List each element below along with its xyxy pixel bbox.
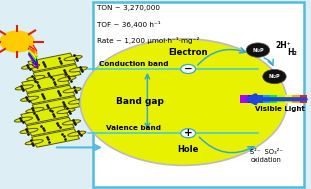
Ellipse shape	[14, 117, 33, 122]
Ellipse shape	[63, 120, 81, 125]
Text: Conduction band: Conduction band	[99, 61, 169, 67]
Bar	[262, 95, 270, 103]
Bar	[240, 95, 248, 103]
Ellipse shape	[21, 64, 39, 69]
Bar	[255, 95, 263, 103]
Bar	[292, 95, 300, 103]
Text: oxidation: oxidation	[251, 157, 282, 163]
Polygon shape	[22, 74, 70, 92]
Polygon shape	[21, 106, 69, 125]
Text: Valence band: Valence band	[106, 125, 161, 131]
Text: Hole: Hole	[178, 145, 199, 154]
Text: Ni₂P: Ni₂P	[252, 48, 264, 53]
Ellipse shape	[25, 140, 43, 145]
Polygon shape	[26, 117, 74, 136]
Polygon shape	[28, 53, 76, 72]
Text: −: −	[184, 64, 193, 74]
Circle shape	[181, 64, 196, 74]
Ellipse shape	[68, 99, 86, 104]
Bar	[248, 95, 255, 103]
Circle shape	[80, 39, 287, 165]
Circle shape	[246, 43, 270, 57]
Bar	[270, 95, 278, 103]
Text: Ni₂P: Ni₂P	[269, 74, 280, 79]
Polygon shape	[32, 97, 80, 115]
Bar	[285, 95, 292, 103]
Text: Band gap: Band gap	[116, 97, 164, 106]
Ellipse shape	[69, 67, 87, 72]
Text: H₂: H₂	[287, 48, 297, 57]
Text: 2H⁺: 2H⁺	[275, 41, 291, 50]
Ellipse shape	[15, 85, 34, 90]
FancyBboxPatch shape	[93, 2, 304, 187]
Text: Visible Light: Visible Light	[255, 106, 305, 112]
Text: +: +	[184, 128, 193, 138]
Bar	[277, 95, 285, 103]
Ellipse shape	[26, 108, 44, 113]
Ellipse shape	[64, 56, 82, 61]
Ellipse shape	[68, 131, 86, 136]
Text: Electron: Electron	[168, 48, 208, 57]
Polygon shape	[27, 85, 75, 104]
Circle shape	[263, 69, 286, 84]
Ellipse shape	[57, 108, 75, 114]
Circle shape	[0, 31, 34, 52]
Circle shape	[181, 129, 196, 138]
Ellipse shape	[21, 96, 39, 101]
Text: TON ~ 3,270,000: TON ~ 3,270,000	[97, 5, 160, 11]
Ellipse shape	[27, 75, 45, 81]
Text: TOF ~ 36,400 h⁻¹: TOF ~ 36,400 h⁻¹	[97, 21, 161, 28]
Text: S²⁻  SO₃²⁻: S²⁻ SO₃²⁻	[250, 149, 283, 155]
Ellipse shape	[58, 76, 76, 81]
Ellipse shape	[20, 128, 38, 133]
Polygon shape	[33, 64, 81, 83]
Polygon shape	[32, 129, 79, 147]
Text: Rate ~ 1,200 μmol·h⁻¹·mg⁻²: Rate ~ 1,200 μmol·h⁻¹·mg⁻²	[97, 37, 200, 44]
Ellipse shape	[63, 88, 81, 93]
Bar	[299, 95, 307, 103]
